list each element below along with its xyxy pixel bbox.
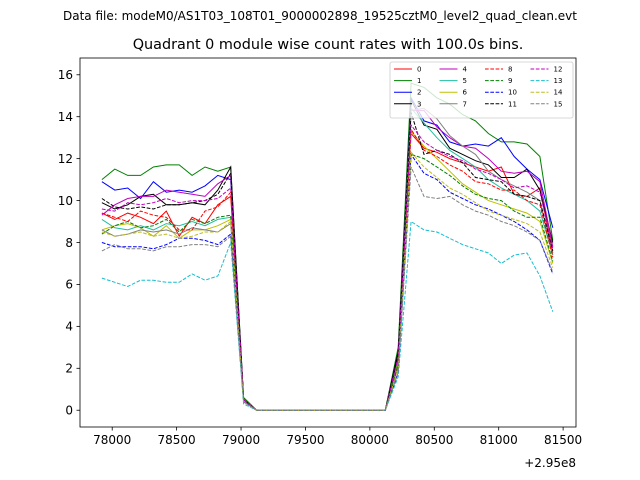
series-line-4 — [101, 109, 554, 411]
legend-label-6: 6 — [463, 89, 468, 97]
legend-label-5: 5 — [463, 77, 467, 85]
x-tick-label: 79000 — [222, 433, 260, 447]
series-line-5 — [101, 107, 554, 411]
x-tick-label: 78000 — [93, 433, 131, 447]
x-tick-label: 81000 — [480, 433, 518, 447]
y-tick-label: 4 — [65, 320, 73, 334]
chart-suptitle: Data file: modeM0/AS1T03_108T01_90000028… — [63, 9, 577, 23]
series-line-7 — [101, 107, 554, 411]
legend-label-0: 0 — [417, 66, 421, 74]
legend-label-11: 11 — [508, 100, 517, 108]
y-tick-label: 16 — [58, 68, 73, 82]
series-line-6 — [101, 130, 554, 411]
x-tick-label: 80500 — [415, 433, 453, 447]
series-line-12 — [101, 123, 554, 411]
y-tick-label: 14 — [58, 110, 73, 124]
y-tick-label: 6 — [65, 278, 73, 292]
legend-box — [389, 61, 574, 119]
series-line-11 — [101, 112, 554, 411]
y-tick-label: 2 — [65, 362, 73, 376]
legend-label-8: 8 — [508, 66, 512, 74]
series-line-13 — [101, 220, 554, 411]
legend-label-9: 9 — [508, 77, 512, 85]
legend-label-10: 10 — [508, 89, 517, 97]
y-tick-label: 8 — [65, 236, 73, 250]
axes-layer: 78000 78500 79000 79500 80000 80500 81000 81500… — [58, 57, 582, 447]
series-layer — [101, 82, 554, 411]
series-line-0 — [101, 132, 554, 411]
x-tick-label: 81500 — [544, 433, 582, 447]
legend-label-15: 15 — [554, 100, 563, 108]
legend-label-7: 7 — [463, 100, 467, 108]
x-offset-label: +2.95e8 — [524, 456, 576, 470]
series-line-2 — [101, 96, 554, 411]
legend-label-1: 1 — [417, 77, 421, 85]
series-line-15 — [101, 166, 554, 411]
legend-label-3: 3 — [417, 100, 421, 108]
y-tick-label: 0 — [65, 404, 73, 418]
x-tick-label: 79500 — [286, 433, 324, 447]
x-tick-label: 78500 — [158, 433, 196, 447]
y-tick-label: 12 — [58, 152, 73, 166]
series-line-8 — [101, 127, 554, 411]
series-line-3 — [101, 98, 554, 411]
y-tick-label: 10 — [58, 194, 73, 208]
chart-title: Quadrant 0 module wise count rates with … — [133, 37, 524, 53]
legend-label-12: 12 — [554, 66, 563, 74]
series-line-10 — [101, 152, 554, 411]
legend-label-4: 4 — [463, 66, 468, 74]
legend-label-13: 13 — [554, 77, 563, 85]
legend-label-2: 2 — [417, 89, 421, 97]
legend-label-14: 14 — [554, 89, 563, 97]
x-tick-label: 80000 — [351, 433, 389, 447]
